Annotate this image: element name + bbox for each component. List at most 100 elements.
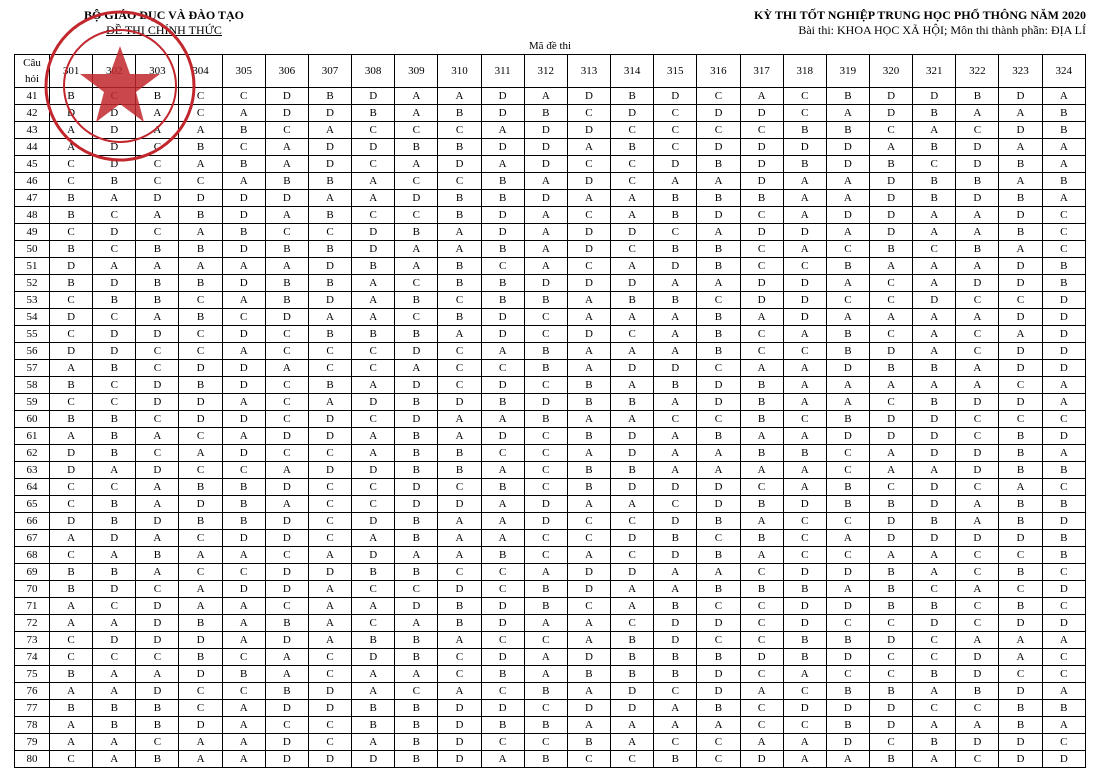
table-row: 74CCCBCACDBCDADBBBDBDCCDAC xyxy=(15,649,1086,666)
cell-answer: A xyxy=(697,462,740,479)
cell-answer: B xyxy=(93,496,136,513)
cell-answer: A xyxy=(697,173,740,190)
cell-answer: D xyxy=(611,428,654,445)
cell-answer: A xyxy=(352,598,395,615)
cell-answer: B xyxy=(826,632,869,649)
cell-answer: A xyxy=(956,377,999,394)
cell-answer: A xyxy=(783,479,826,496)
cell-answer: A xyxy=(654,581,697,598)
cell-answer: B xyxy=(697,428,740,445)
cell-answer: A xyxy=(1042,139,1085,156)
cell-answer: D xyxy=(999,751,1042,768)
cell-answer: D xyxy=(136,632,179,649)
cell-answer: A xyxy=(50,717,93,734)
cell-answer: A xyxy=(222,632,265,649)
cell-answer: D xyxy=(869,173,912,190)
cell-question: 44 xyxy=(15,139,50,156)
cell-answer: D xyxy=(481,598,524,615)
table-row: 61ABACADDABADCBDABAADDDCBD xyxy=(15,428,1086,445)
cell-answer: D xyxy=(222,207,265,224)
col-code: 305 xyxy=(222,55,265,88)
cell-answer: A xyxy=(265,462,308,479)
cell-answer: B xyxy=(956,173,999,190)
cell-answer: C xyxy=(654,139,697,156)
cell-question: 79 xyxy=(15,734,50,751)
cell-answer: D xyxy=(869,411,912,428)
cell-answer: D xyxy=(869,105,912,122)
cell-answer: B xyxy=(611,139,654,156)
cell-answer: C xyxy=(308,666,351,683)
cell-answer: B xyxy=(438,445,481,462)
cell-answer: C xyxy=(524,428,567,445)
cell-answer: C xyxy=(93,88,136,105)
cell-answer: D xyxy=(956,666,999,683)
cell-answer: B xyxy=(481,190,524,207)
col-code: 320 xyxy=(869,55,912,88)
cell-answer: C xyxy=(179,88,222,105)
cell-answer: A xyxy=(93,190,136,207)
cell-answer: C xyxy=(265,122,308,139)
cell-answer: A xyxy=(93,547,136,564)
cell-answer: C xyxy=(697,411,740,428)
cell-answer: A xyxy=(611,258,654,275)
cell-answer: D xyxy=(395,479,438,496)
cell-answer: D xyxy=(481,615,524,632)
cell-answer: A xyxy=(913,207,956,224)
cell-answer: C xyxy=(222,462,265,479)
cell-answer: C xyxy=(179,530,222,547)
cell-answer: C xyxy=(93,649,136,666)
cell-answer: B xyxy=(524,292,567,309)
cell-answer: A xyxy=(567,360,610,377)
cell-answer: C xyxy=(697,751,740,768)
cell-answer: D xyxy=(265,88,308,105)
cell-answer: D xyxy=(697,394,740,411)
cell-answer: C xyxy=(697,598,740,615)
cell-answer: D xyxy=(999,275,1042,292)
cell-answer: D xyxy=(956,190,999,207)
cell-answer: D xyxy=(50,445,93,462)
cell-answer: A xyxy=(740,462,783,479)
cell-answer: C xyxy=(654,496,697,513)
cell-answer: C xyxy=(308,649,351,666)
cell-answer: A xyxy=(50,683,93,700)
table-row: 44ADCBCADDBBDDABCDDDDABDAA xyxy=(15,139,1086,156)
cell-answer: A xyxy=(913,717,956,734)
cell-answer: C xyxy=(438,173,481,190)
cell-answer: C xyxy=(481,360,524,377)
cell-answer: D xyxy=(999,683,1042,700)
cell-answer: A xyxy=(783,734,826,751)
cell-answer: A xyxy=(567,615,610,632)
cell-answer: A xyxy=(222,105,265,122)
cell-answer: C xyxy=(740,207,783,224)
table-row: 58BCDBDCBADCDCBABDBAAAAACA xyxy=(15,377,1086,394)
cell-answer: D xyxy=(136,326,179,343)
cell-answer: B xyxy=(869,598,912,615)
cell-answer: B xyxy=(136,88,179,105)
cell-answer: B xyxy=(869,683,912,700)
cell-answer: A xyxy=(136,258,179,275)
cell-answer: D xyxy=(265,513,308,530)
table-row: 70BDCADDACCDCBDAABBBABCACD xyxy=(15,581,1086,598)
cell-answer: D xyxy=(826,428,869,445)
cell-answer: B xyxy=(611,632,654,649)
table-row: 67ADACDDCABAACCDBCBCADDDDB xyxy=(15,530,1086,547)
cell-answer: A xyxy=(481,513,524,530)
col-code: 304 xyxy=(179,55,222,88)
cell-answer: B xyxy=(93,411,136,428)
cell-answer: B xyxy=(395,700,438,717)
cell-answer: C xyxy=(956,700,999,717)
cell-answer: A xyxy=(481,411,524,428)
cell-answer: D xyxy=(438,751,481,768)
cell-answer: D xyxy=(567,241,610,258)
cell-answer: A xyxy=(654,700,697,717)
cell-answer: C xyxy=(438,479,481,496)
cell-answer: A xyxy=(524,258,567,275)
cell-answer: D xyxy=(93,581,136,598)
cell-answer: A xyxy=(913,547,956,564)
cell-answer: C xyxy=(438,360,481,377)
cell-answer: D xyxy=(308,462,351,479)
cell-answer: D xyxy=(308,683,351,700)
cell-answer: D xyxy=(1042,360,1085,377)
cell-answer: D xyxy=(869,343,912,360)
cell-answer: B xyxy=(136,751,179,768)
